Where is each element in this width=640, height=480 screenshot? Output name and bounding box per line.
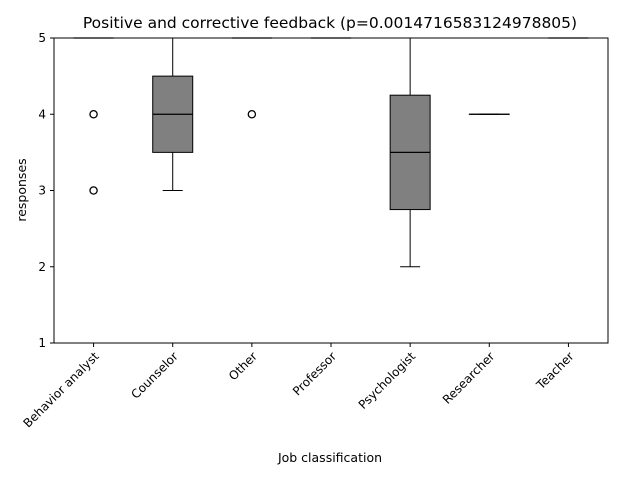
y-tick-label: 1 <box>38 336 46 350</box>
x-axis-label: Job classification <box>277 450 382 465</box>
box-psychologist <box>389 37 431 268</box>
box-counselor <box>152 37 194 191</box>
box-other <box>231 37 273 119</box>
outlier-point <box>247 110 257 119</box>
x-tick-label: Psychologist <box>356 349 419 412</box>
x-tick-label: Other <box>226 349 260 383</box>
outlier-point <box>89 186 98 195</box>
y-tick-label: 4 <box>38 107 46 121</box>
outlier-point <box>89 110 98 119</box>
x-tick-label: Professor <box>290 349 339 398</box>
x-axis: Behavior analyst Counselor Other Professor P… <box>21 343 577 430</box>
y-axis-label: responses <box>14 158 29 221</box>
chart-title: Positive and corrective feedback (p=0.00… <box>83 14 577 32</box>
x-tick-label: Counselor <box>128 349 180 401</box>
plot-area <box>73 37 589 268</box>
x-tick-label: Teacher <box>533 349 577 393</box>
x-tick-label: Researcher <box>440 349 498 407</box>
y-tick-label: 5 <box>38 31 46 45</box>
x-tick-label: Behavior analyst <box>21 349 102 430</box>
y-axis: 1 2 3 4 5 <box>38 31 54 350</box>
y-tick-label: 2 <box>38 260 46 274</box>
box-behavior-analyst <box>73 37 115 195</box>
y-tick-label: 3 <box>38 184 46 198</box>
axes-frame <box>53 37 609 344</box>
